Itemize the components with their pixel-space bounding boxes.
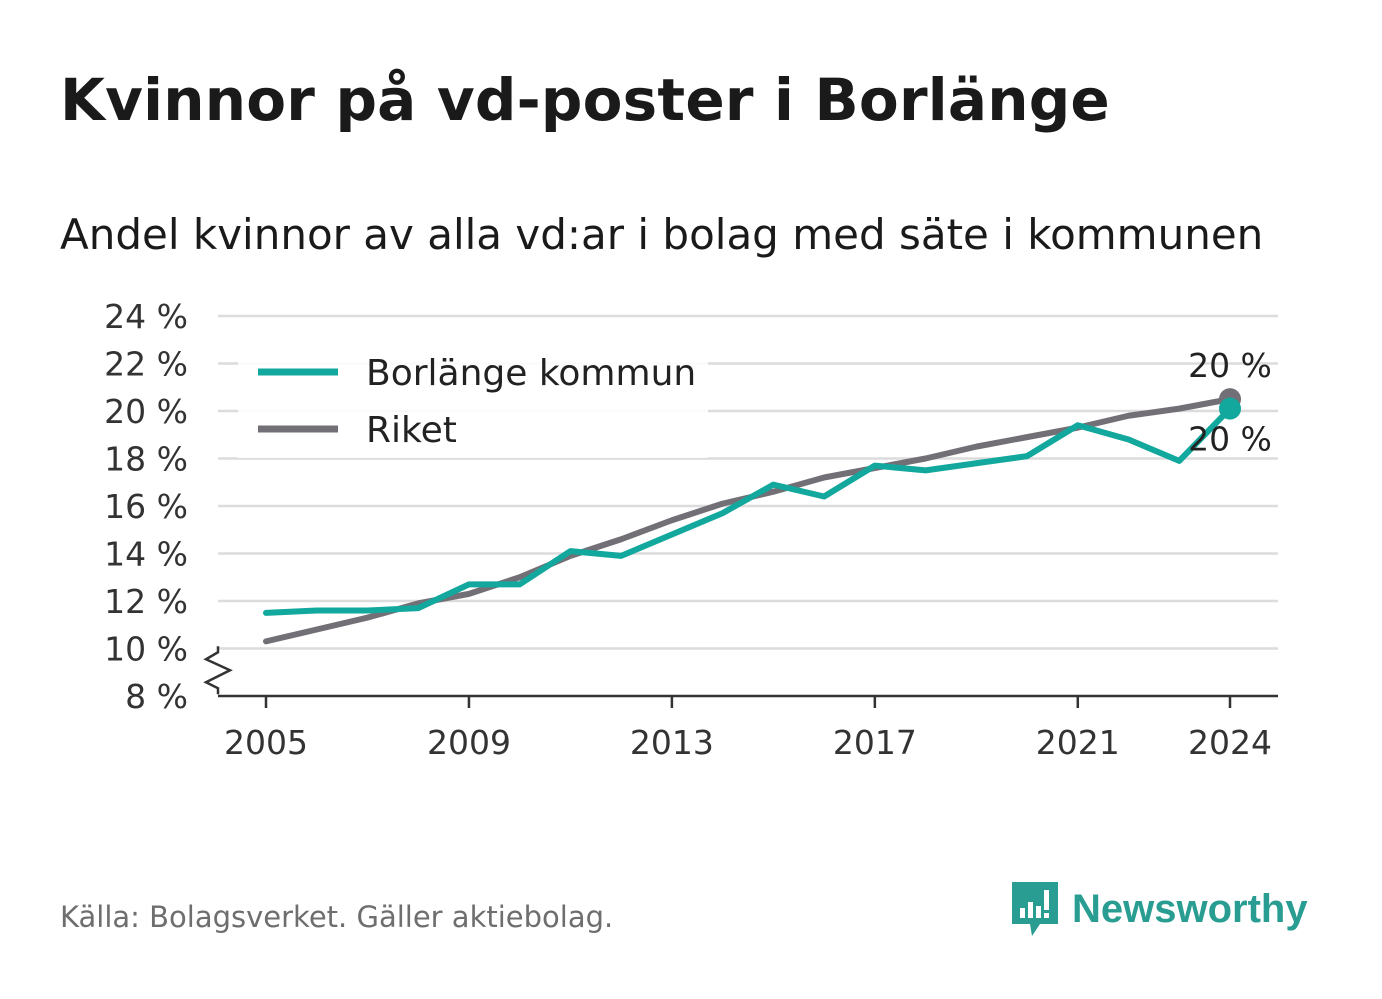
end-label-riket: 20 %	[1188, 346, 1272, 385]
x-tick-label: 2024	[1188, 723, 1272, 762]
series-lines	[263, 388, 1241, 645]
y-tick-label: 14 %	[104, 535, 188, 574]
y-tick-label: 24 %	[104, 297, 188, 336]
series-line	[263, 405, 1233, 616]
chart-title: Kvinnor på vd-poster i Borlänge	[60, 66, 1110, 134]
x-tick-label: 2005	[224, 723, 308, 762]
brand-logo: Newsworthy	[1010, 878, 1308, 940]
source-note: Källa: Bolagsverket. Gäller aktiebolag.	[60, 900, 614, 934]
x-tick-label: 2009	[427, 723, 511, 762]
legend-label: Borlänge kommun	[366, 353, 696, 394]
end-label-borlange: 20 %	[1188, 420, 1272, 459]
brand-name: Newsworthy	[1072, 886, 1308, 931]
legend-background	[238, 340, 708, 458]
end-point-marker	[1219, 397, 1241, 420]
y-tick-label: 16 %	[104, 487, 188, 526]
x-tick-label: 2021	[1036, 723, 1120, 762]
y-tick-label: 20 %	[104, 392, 188, 431]
y-tick-label: 12 %	[104, 582, 188, 621]
y-tick-label: 18 %	[104, 440, 188, 479]
end-labels: 20 % 20 %	[1188, 346, 1272, 459]
y-tick-label: 22 %	[104, 345, 188, 384]
x-axis	[203, 646, 1278, 708]
x-tick-labels: 2005 2009 2013 2017 2021 2024	[224, 723, 1272, 762]
legend: Borlänge kommun Riket	[238, 340, 708, 458]
x-tick-label: 2013	[630, 723, 714, 762]
axis-break-icon	[203, 646, 233, 695]
newsworthy-logo-icon	[1012, 882, 1058, 936]
y-tick-label: 10 %	[104, 630, 188, 669]
legend-label: Riket	[366, 410, 457, 451]
y-tick-label: 8 %	[125, 677, 188, 716]
y-tick-labels: 8 % 10 % 12 % 14 % 16 % 18 % 20 % 22 % 24 %	[104, 297, 188, 716]
chart-subtitle: Andel kvinnor av alla vd:ar i bolag med …	[60, 210, 1264, 259]
x-tick-label: 2017	[833, 723, 917, 762]
